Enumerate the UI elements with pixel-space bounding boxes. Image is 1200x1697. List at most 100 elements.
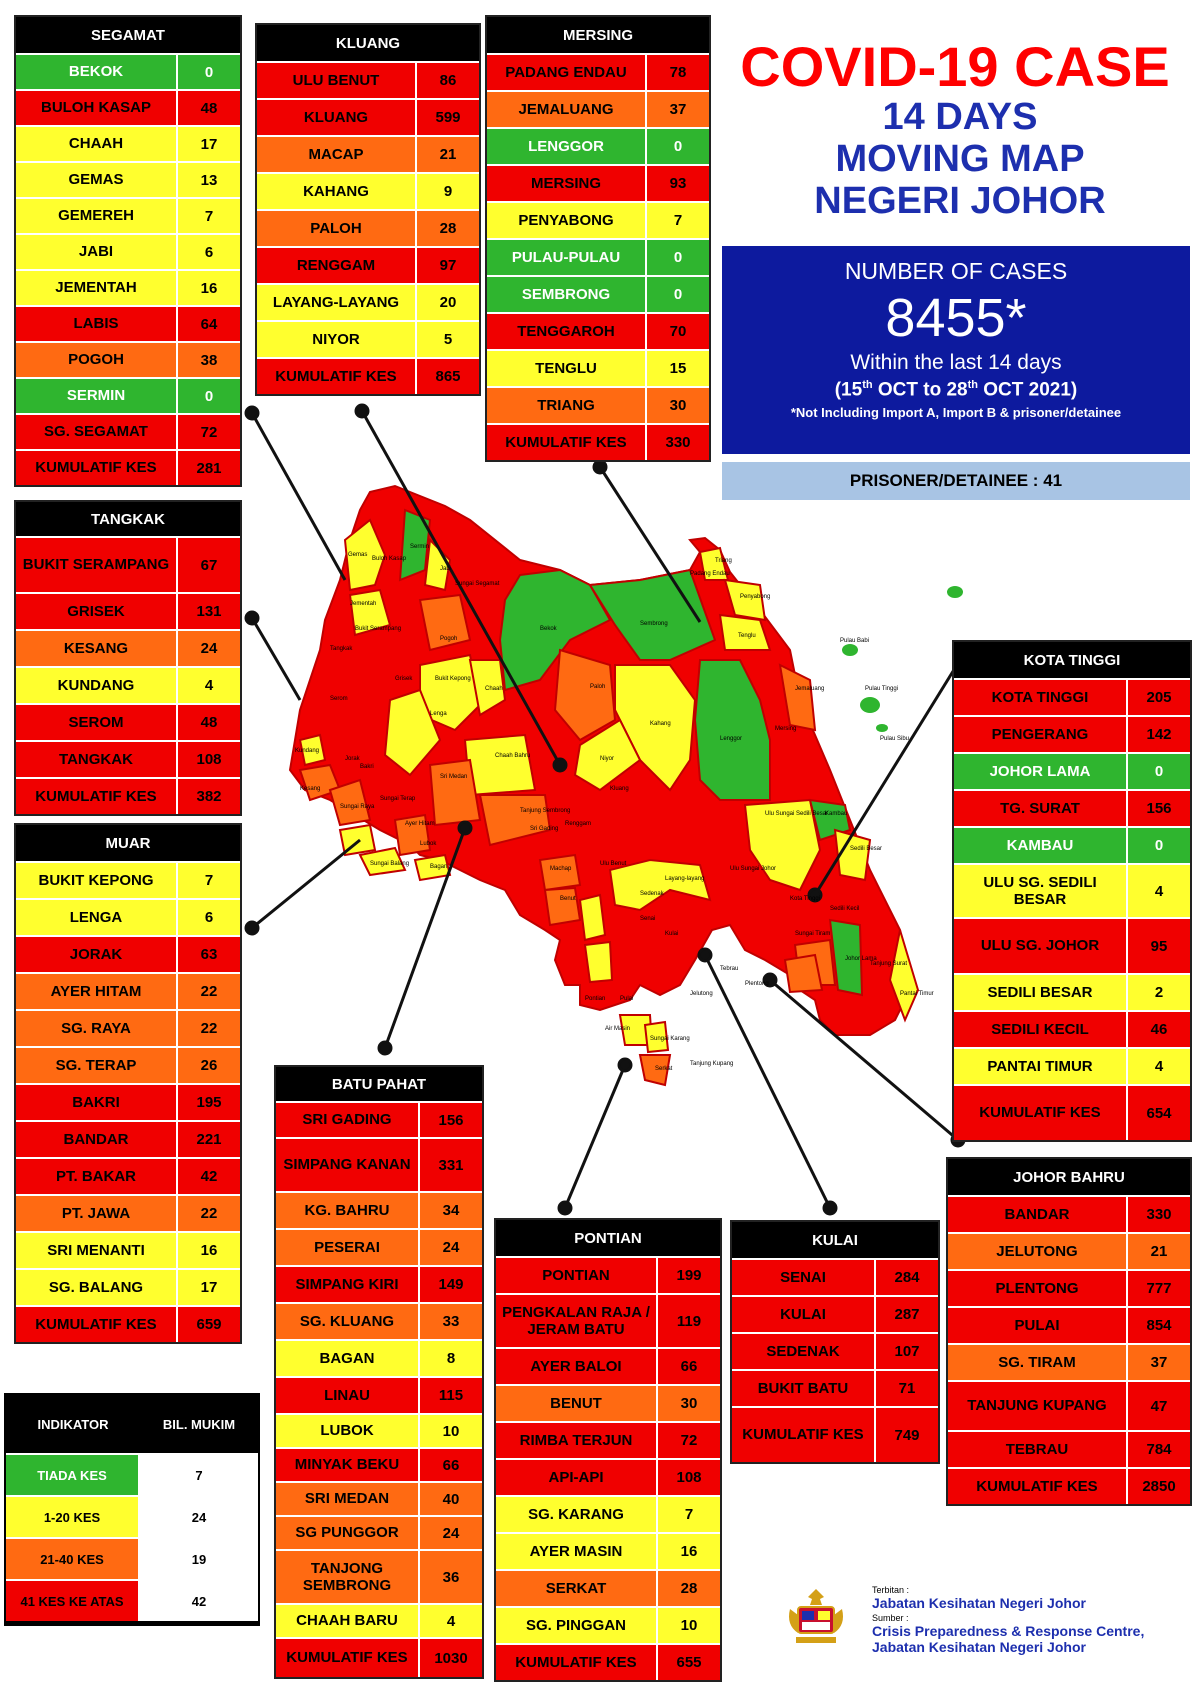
map-region-gemas <box>343 518 387 592</box>
map-label: Sedili Besar <box>850 846 882 852</box>
case-count: 20 <box>439 294 457 311</box>
connector-kluang <box>360 410 562 766</box>
case-count: 6 <box>204 243 214 261</box>
map-label: Niyor <box>600 756 614 762</box>
sumber-label: Sumber : <box>872 1613 909 1623</box>
district-table-mersing: MERSING PADANG ENDAU 78 JEMALUANG 37 LENGGOR 0… <box>485 15 711 462</box>
mukim-row: PT. BAKAR 42 <box>16 1157 240 1194</box>
mukim-row: SG. TERAP 26 <box>16 1046 240 1083</box>
case-count: 64 <box>200 315 218 333</box>
case-count: 48 <box>200 714 218 731</box>
connector-dot <box>354 403 370 419</box>
mukim-name: PALOH <box>257 211 417 246</box>
case-count: 7 <box>684 1506 694 1523</box>
district-table-pontian: PONTIAN PONTIAN 199 PENGKALAN RAJA / JERAM … <box>494 1218 722 1682</box>
case-count: 16 <box>200 1242 218 1259</box>
map-label: Paloh <box>590 684 605 690</box>
mukim-row: LENGGOR 0 <box>487 127 709 164</box>
mukim-row: LABIS 64 <box>16 305 240 341</box>
case-count: 331 <box>438 1156 464 1174</box>
district-name: KOTA TINGGI <box>954 642 1190 678</box>
map-label: Kesang <box>300 786 320 792</box>
case-count: 78 <box>669 64 687 81</box>
mukim-name: BAKRI <box>16 1085 178 1120</box>
case-count: 156 <box>1146 800 1172 817</box>
mukim-name: PANTAI TIMUR <box>954 1049 1128 1084</box>
map-region-jabi <box>423 537 452 592</box>
case-count: 97 <box>439 257 457 274</box>
map-label: Ulu Sungai Sedili Besar <box>765 811 828 817</box>
mukim-name: SEDENAK <box>732 1334 876 1369</box>
mukim-name: NIYOR <box>257 322 417 357</box>
legend-row: 41 KES KE ATAS 42 <box>6 1579 258 1621</box>
map-label: Sungai Balang <box>370 861 409 867</box>
mukim-row: BANDAR 330 <box>948 1195 1190 1232</box>
mukim-name: SG. KLUANG <box>276 1304 420 1339</box>
mukim-row: BUKIT SERAMPANG 67 <box>16 536 240 592</box>
mukim-name: SRI MENANTI <box>16 1233 178 1268</box>
map-label: Chaah Bahru <box>495 753 530 759</box>
mukim-row: KULAI 287 <box>732 1295 938 1332</box>
case-count: 284 <box>894 1269 920 1286</box>
mukim-name: BUKIT SERAMPANG <box>16 538 178 592</box>
mukim-name: SEDILI BESAR <box>954 975 1128 1010</box>
mukim-row: KUNDANG 4 <box>16 666 240 703</box>
legend-mukim-count: 24 <box>140 1497 258 1537</box>
map-region-tenglu <box>718 613 772 651</box>
mukim-name: CHAAH <box>16 127 178 161</box>
case-count: 287 <box>894 1306 920 1323</box>
case-count: 24 <box>442 1524 460 1542</box>
case-count: 131 <box>196 603 222 620</box>
mukim-row: TANJUNG KUPANG 47 <box>948 1380 1190 1430</box>
legend-mukim-count: 19 <box>140 1539 258 1579</box>
case-count: 0 <box>1154 763 1164 780</box>
district-name: SEGAMAT <box>16 17 240 53</box>
mukim-name: TG. SURAT <box>954 791 1128 826</box>
connector-dot <box>822 1200 838 1216</box>
mukim-name: BUKIT BATU <box>732 1371 876 1406</box>
mukim-name: PADANG ENDAU <box>487 55 647 90</box>
mukim-name: KUMULATIF KES <box>16 779 178 814</box>
mukim-name: KUMULATIF KES <box>732 1408 876 1462</box>
map-island-pulau-babi <box>842 644 858 656</box>
jata-johor-emblem-icon <box>789 1589 843 1643</box>
mukim-row: PONTIAN 199 <box>496 1256 720 1293</box>
mukim-name: KUMULATIF KES <box>257 359 417 394</box>
mukim-row: JEMALUANG 37 <box>487 90 709 127</box>
range-prefix: (15 <box>834 379 863 401</box>
mukim-name: KUMULATIF KES <box>16 1307 178 1342</box>
connector-muar <box>251 838 361 930</box>
mukim-row: BUKIT KEPONG 7 <box>16 861 240 898</box>
mukim-name: ULU SG. JOHOR <box>954 919 1128 973</box>
map-region-tanjung-sembrong <box>478 794 552 847</box>
map-label: Sungai Terap <box>380 796 416 802</box>
case-count: 40 <box>442 1490 460 1508</box>
mukim-name: GRISEK <box>16 594 178 629</box>
case-count: 22 <box>200 1020 218 1037</box>
case-count: 4 <box>446 1612 456 1630</box>
mukim-row: PENGKALAN RAJA / JERAM BATU 119 <box>496 1293 720 1347</box>
case-count: 4 <box>204 677 214 694</box>
map-region-ayer-hitam <box>393 813 432 857</box>
district-table-kluang: KLUANG ULU BENUT 86 KLUANG 599 MACAP 21 KAHANG 9… <box>255 23 481 396</box>
mukim-row: JELUTONG 21 <box>948 1232 1190 1269</box>
case-count: 119 <box>676 1312 702 1330</box>
legend-col-bil-mukim: BIL. MUKIM <box>162 1416 236 1432</box>
map-label: Plentong <box>745 981 769 987</box>
case-count: 37 <box>669 101 687 118</box>
mukim-row: SG. KARANG 7 <box>496 1495 720 1532</box>
terbitan-label: Terbitan : <box>872 1585 910 1595</box>
case-count: 2 <box>1154 984 1164 1001</box>
mukim-name: BANDAR <box>948 1197 1128 1232</box>
connector-dot <box>244 405 260 421</box>
district-name: MERSING <box>487 17 709 53</box>
map-region-pogoh <box>418 593 472 652</box>
cumulative-row: KUMULATIF KES 330 <box>487 423 709 460</box>
mukim-row: SERKAT 28 <box>496 1569 720 1606</box>
case-count: 599 <box>435 109 461 126</box>
case-count: 0 <box>673 286 683 303</box>
mukim-row: SG PUNGGOR 24 <box>276 1515 482 1549</box>
case-count: 865 <box>435 368 461 385</box>
mukim-name: JABI <box>16 235 178 269</box>
case-count: 8 <box>446 1350 456 1367</box>
